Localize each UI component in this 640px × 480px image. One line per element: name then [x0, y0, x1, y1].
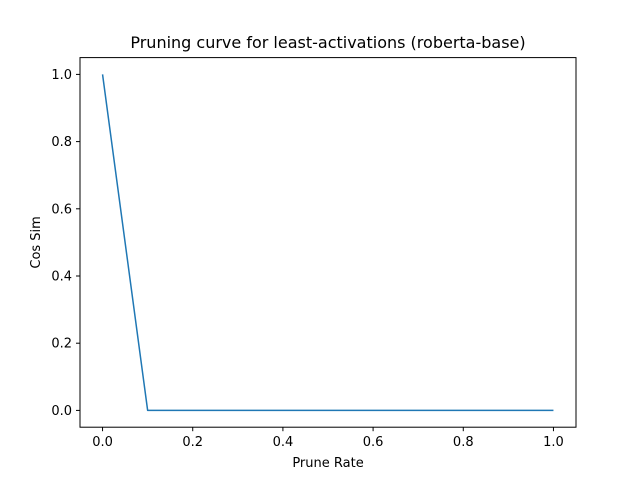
plot-area [101, 74, 554, 412]
x-tick-label: 0.4 [273, 435, 294, 450]
y-axis-label: Cos Sim [29, 216, 44, 268]
y-tick-label: 0.0 [51, 404, 72, 419]
y-tick-label: 1.0 [51, 68, 72, 83]
x-tick-label: 0.8 [453, 435, 474, 450]
series-line-0 [101, 74, 554, 412]
x-tick-label: 1.0 [543, 435, 564, 450]
y-tick-label: 0.4 [51, 270, 72, 285]
x-tick-label: 0.0 [92, 435, 113, 450]
axes-frame [79, 57, 577, 428]
chart-title: Pruning curve for least-activations (rob… [130, 33, 525, 52]
y-tick-label: 0.6 [51, 202, 72, 217]
y-tick-label: 0.8 [51, 135, 72, 150]
x-tick-label: 0.2 [182, 435, 203, 450]
y-axis: 0.0 0.2 0.4 0.6 0.8 1.0 [51, 68, 80, 419]
x-tick-label: 0.6 [363, 435, 384, 450]
x-axis-label: Prune Rate [292, 456, 363, 471]
x-axis: 0.0 0.2 0.4 0.6 0.8 1.0 [92, 427, 564, 450]
y-tick-label: 0.2 [51, 337, 72, 352]
